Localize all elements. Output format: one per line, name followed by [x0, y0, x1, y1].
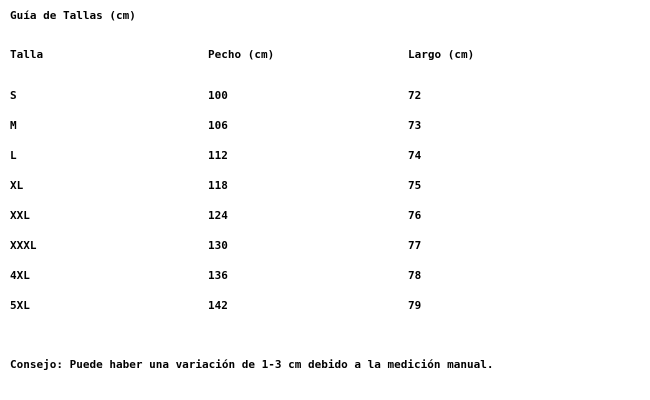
- chest-cell: 136: [208, 269, 228, 282]
- length-cell: 72: [408, 89, 422, 102]
- table-row: 5XL 142 79: [0, 299, 650, 313]
- chest-cell: 100: [208, 89, 228, 102]
- size-cell: 5XL: [10, 299, 30, 312]
- size-cell: L: [10, 149, 17, 162]
- table-row: L 112 74: [0, 149, 650, 163]
- length-cell: 76: [408, 209, 422, 222]
- page-title: Guía de Tallas (cm): [10, 9, 136, 22]
- length-cell: 75: [408, 179, 422, 192]
- size-cell: XL: [10, 179, 24, 192]
- table-row: XXXL 130 77: [0, 239, 650, 253]
- length-cell: 74: [408, 149, 422, 162]
- advice-note: Consejo: Puede haber una variación de 1-…: [10, 358, 494, 371]
- header-chest: Pecho (cm): [208, 48, 275, 61]
- length-cell: 77: [408, 239, 422, 252]
- chest-cell: 112: [208, 149, 228, 162]
- table-row: S 100 72: [0, 89, 650, 103]
- table-header-row: Talla Pecho (cm) Largo (cm): [0, 48, 650, 62]
- size-cell: XXXL: [10, 239, 37, 252]
- size-cell: M: [10, 119, 17, 132]
- length-cell: 73: [408, 119, 422, 132]
- chest-cell: 118: [208, 179, 228, 192]
- table-row: XL 118 75: [0, 179, 650, 193]
- header-length: Largo (cm): [408, 48, 475, 61]
- length-cell: 79: [408, 299, 422, 312]
- size-cell: 4XL: [10, 269, 30, 282]
- chest-cell: 142: [208, 299, 228, 312]
- table-row: XXL 124 76: [0, 209, 650, 223]
- chest-cell: 130: [208, 239, 228, 252]
- chest-cell: 124: [208, 209, 228, 222]
- table-row: 4XL 136 78: [0, 269, 650, 283]
- size-cell: XXL: [10, 209, 30, 222]
- chest-cell: 106: [208, 119, 228, 132]
- table-row: M 106 73: [0, 119, 650, 133]
- size-cell: S: [10, 89, 17, 102]
- header-size: Talla: [10, 48, 44, 61]
- length-cell: 78: [408, 269, 422, 282]
